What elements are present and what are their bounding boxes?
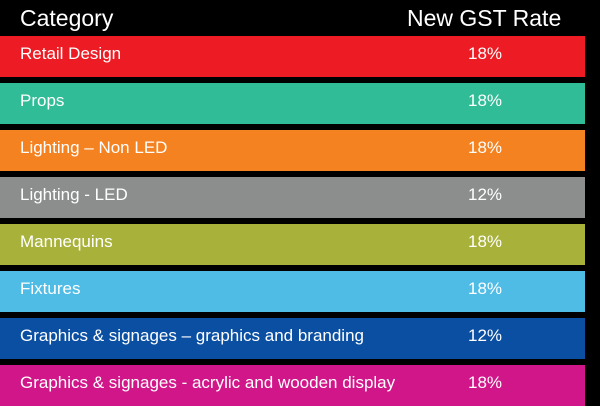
table-row: Retail Design 18% <box>0 36 585 77</box>
row-category: Props <box>20 90 65 110</box>
row-category: Lighting – Non LED <box>20 137 168 157</box>
row-gst-rate: 18% <box>468 278 503 298</box>
row-gst-rate: 12% <box>468 325 503 345</box>
row-gst-rate: 18% <box>468 43 503 63</box>
row-gst-rate: 12% <box>468 184 503 204</box>
row-category: Fixtures <box>20 278 81 298</box>
row-gst-rate: 18% <box>468 231 503 251</box>
table-row: Lighting – Non LED 18% <box>0 130 585 171</box>
table-row: Props 18% <box>0 83 585 124</box>
row-category: Mannequins <box>20 231 113 251</box>
table-row: Graphics & signages - acrylic and wooden… <box>0 365 585 406</box>
row-gst-rate: 18% <box>468 90 503 110</box>
row-category: Retail Design <box>20 43 122 63</box>
table-row: Lighting - LED 12% <box>0 177 585 218</box>
row-category: Lighting - LED <box>20 184 128 204</box>
table-row: Mannequins 18% <box>0 224 585 265</box>
row-category: Graphics & signages – graphics and brand… <box>20 325 364 345</box>
table-header: Category New GST Rate <box>0 0 600 36</box>
row-gst-rate: 18% <box>468 372 503 392</box>
row-category: Graphics & signages - acrylic and wooden… <box>20 372 396 392</box>
table-body: Retail Design 18% Props 18% Lighting – Non L… <box>0 36 585 406</box>
table-row: Graphics & signages – graphics and brand… <box>0 318 585 359</box>
header-gst-rate: New GST Rate <box>407 5 562 31</box>
table-row: Fixtures 18% <box>0 271 585 312</box>
header-category: Category <box>20 5 114 31</box>
row-gst-rate: 18% <box>468 137 503 157</box>
